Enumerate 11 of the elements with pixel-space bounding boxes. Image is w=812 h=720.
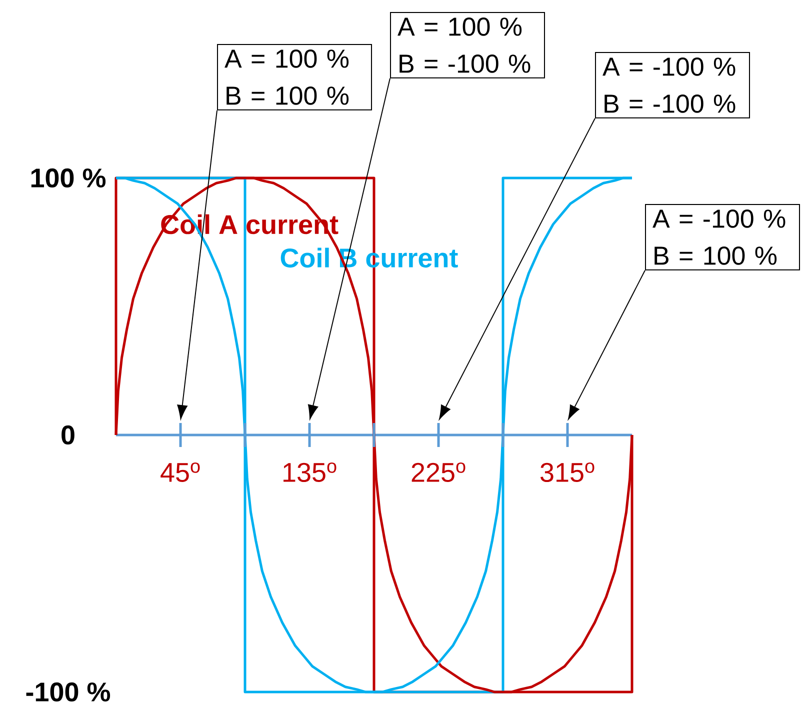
x-tick-label: 45$^{o}$ — [160, 462, 200, 482]
y-tick-label: -100 % — [26, 682, 110, 702]
x-tick-label: 315$^{o}$ — [540, 462, 594, 482]
text: A = 100 % B = -100 % — [398, 17, 530, 73]
x-tick-label: 135$^{o}$ — [284, 462, 336, 482]
text: A = 100 % B = 100 % — [224, 49, 349, 105]
x-tick-label: 225$^{o}$ — [412, 462, 466, 482]
y-tick-label: 100 % — [31, 168, 106, 188]
y-tick-label: 0 — [62, 425, 74, 445]
text: A = -100 % B = 100 % — [652, 209, 786, 265]
text: A = -100 % B = -100 % — [602, 57, 736, 113]
